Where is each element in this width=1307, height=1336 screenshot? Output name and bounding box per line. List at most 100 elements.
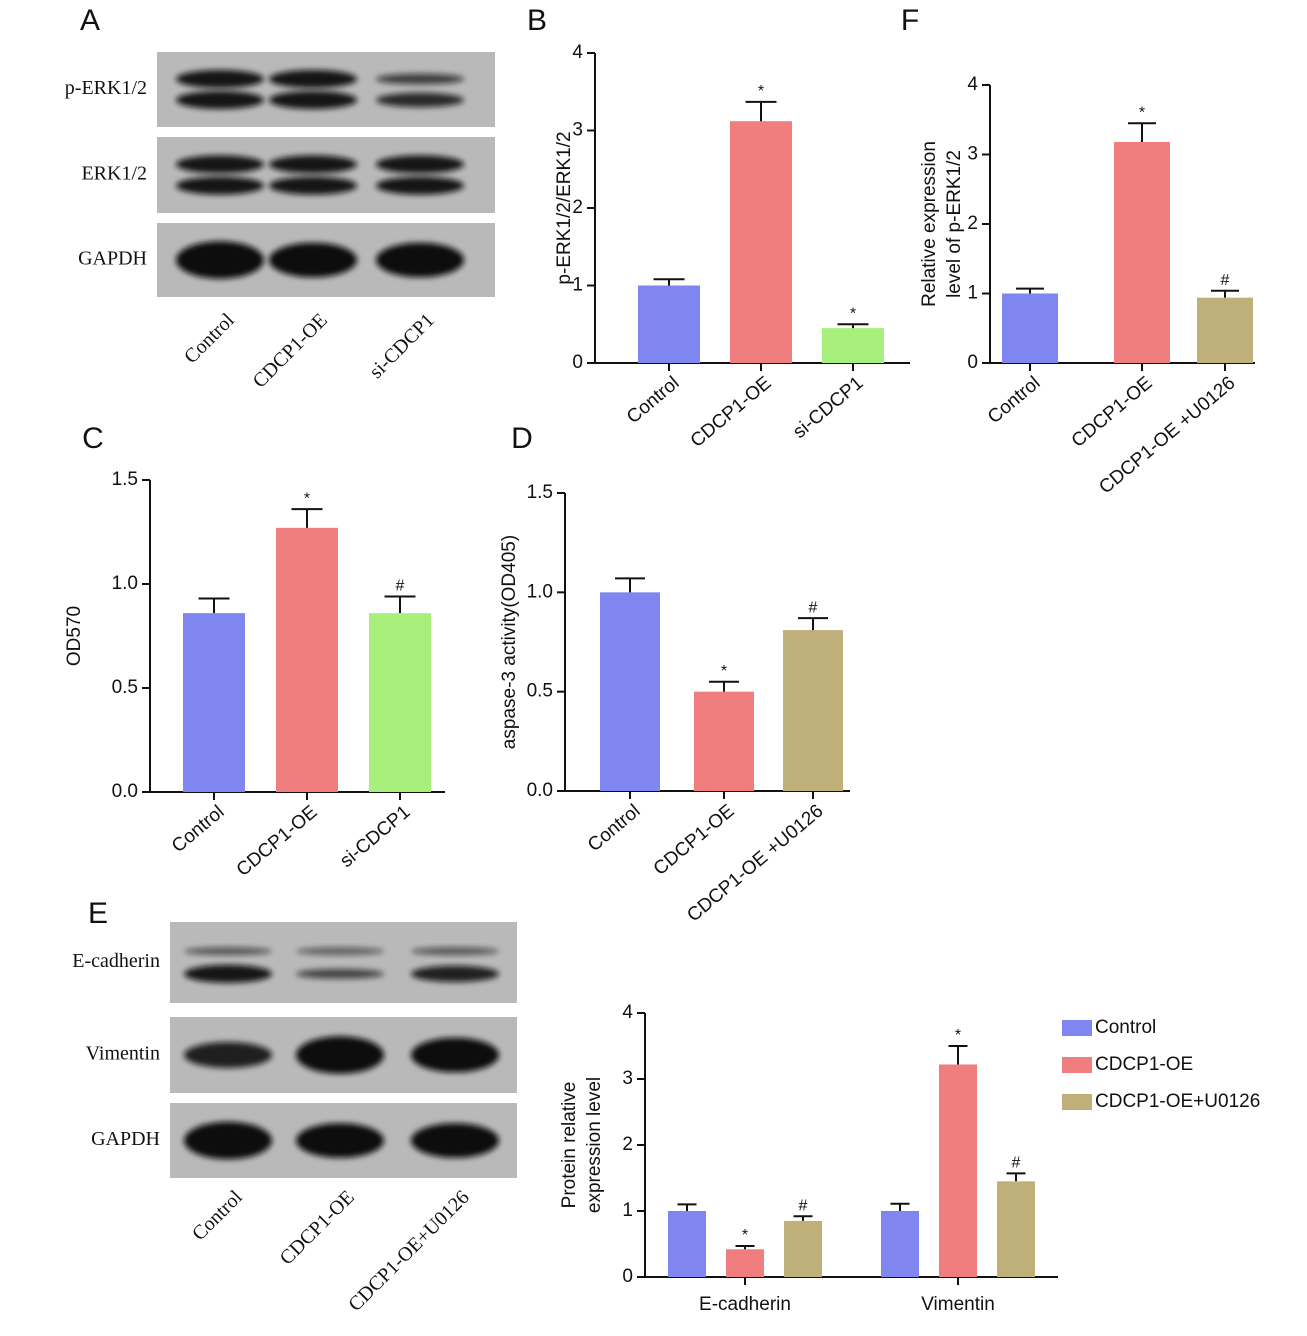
- panel-letter: A: [80, 4, 100, 37]
- y-axis-label: aspase-3 activity(OD405): [499, 535, 520, 749]
- significance-mark: #: [1012, 1155, 1021, 1172]
- significance-mark: #: [1221, 272, 1230, 289]
- bar: [822, 328, 884, 363]
- y-axis-label: Relative expression: [919, 141, 940, 307]
- blot-row-label: p-ERK1/2: [65, 77, 147, 99]
- bar: [668, 1211, 706, 1277]
- panel-letter: D: [511, 422, 533, 455]
- error-bar: [1128, 122, 1156, 142]
- blot-strip: [157, 137, 495, 213]
- y-tick-label: 0.5: [527, 681, 553, 702]
- blot-band: [184, 947, 272, 956]
- y-tick-label: 1.5: [112, 469, 138, 490]
- blot-strip: [157, 52, 495, 127]
- y-tick-label: 4: [967, 74, 978, 95]
- legend-swatch: [1062, 1094, 1092, 1110]
- bar: [783, 630, 843, 791]
- error-bar: [291, 508, 323, 528]
- y-axis-label: p-ERK1/2/ERK1/2: [554, 131, 575, 284]
- x-tick-label: CDCP1-OE +U0126: [1095, 373, 1239, 499]
- blot-band: [296, 947, 384, 956]
- blot-band: [376, 92, 464, 108]
- significance-mark: *: [955, 1027, 961, 1044]
- blot-band: [296, 968, 384, 979]
- x-tick-label: E-cadherin: [699, 1294, 791, 1315]
- x-tick-label: Control: [168, 802, 228, 857]
- y-tick-label: 1.0: [527, 581, 553, 602]
- significance-mark: #: [799, 1197, 808, 1214]
- x-tick-label: Vimentin: [921, 1294, 995, 1315]
- y-tick-label: 4: [622, 1002, 633, 1023]
- error-bar: [948, 1045, 968, 1065]
- panel-letter: F: [901, 4, 919, 37]
- y-tick-label: 3: [572, 120, 583, 141]
- bar: [638, 285, 700, 363]
- y-tick-label: 2: [572, 197, 583, 218]
- x-tick-label: CDCP1-OE: [687, 373, 776, 452]
- error-bar: [677, 1203, 697, 1211]
- legend-label: CDCP1-OE+U0126: [1095, 1091, 1260, 1112]
- blot-band: [411, 1123, 499, 1158]
- blot-band: [269, 91, 357, 109]
- error-bar: [615, 577, 645, 593]
- significance-mark: *: [850, 305, 856, 322]
- error-bar: [1006, 1172, 1026, 1182]
- error-bar: [890, 1202, 910, 1211]
- y-tick-label: 1.5: [527, 482, 553, 503]
- blot-band: [176, 155, 264, 174]
- x-tick-label: Control: [623, 373, 683, 428]
- y-tick-label: 0.0: [527, 780, 553, 801]
- significance-mark: #: [809, 599, 818, 616]
- blot-band: [376, 155, 464, 174]
- x-tick-label: Control: [984, 373, 1044, 428]
- error-bar: [837, 323, 869, 329]
- y-tick-label: 1.0: [112, 573, 138, 594]
- blot-band: [269, 70, 357, 88]
- blot-band: [296, 1123, 384, 1158]
- blot-band: [184, 1121, 272, 1160]
- blot-band: [176, 70, 264, 88]
- error-bar: [653, 278, 685, 286]
- error-bar: [793, 1215, 813, 1221]
- blot-band: [411, 947, 499, 956]
- bar: [369, 613, 431, 792]
- significance-mark: *: [758, 83, 764, 100]
- panel-letter: E: [88, 897, 108, 930]
- blot-band: [176, 241, 264, 279]
- blot-row-label: GAPDH: [78, 248, 147, 270]
- y-tick-label: 1: [622, 1200, 633, 1221]
- y-tick-label: 2: [622, 1134, 633, 1155]
- y-axis-label: Protein relative: [559, 1082, 580, 1209]
- y-tick-label: 0.5: [112, 677, 138, 698]
- blot-lane-label: CDCP1-OE+U0126: [344, 1186, 474, 1316]
- significance-mark: *: [304, 490, 310, 507]
- error-bar: [709, 680, 739, 692]
- y-tick-label: 0: [572, 352, 583, 373]
- x-tick-label: si-CDCP1: [336, 802, 414, 872]
- bar: [1197, 297, 1253, 363]
- y-tick-label: 2: [967, 213, 978, 234]
- y-tick-label: 0: [622, 1266, 633, 1287]
- blot-band: [184, 1042, 272, 1068]
- blot-band: [411, 1037, 499, 1073]
- blot-lane-label: si-CDCP1: [365, 309, 439, 383]
- x-tick-label: CDCP1-OE: [1068, 373, 1157, 452]
- blot-lane-label: Control: [188, 1186, 247, 1245]
- legend-swatch: [1062, 1057, 1092, 1073]
- blot-lane-label: CDCP1-OE: [276, 1186, 359, 1269]
- bar: [1114, 141, 1170, 363]
- error-bar: [198, 597, 230, 614]
- bar: [600, 592, 660, 791]
- y-axis-label: level of p-ERK1/2: [944, 150, 965, 298]
- blot-band: [176, 91, 264, 109]
- bar: [694, 691, 754, 791]
- y-tick-label: 1: [572, 275, 583, 296]
- y-tick-label: 3: [622, 1068, 633, 1089]
- error-bar: [1211, 289, 1239, 298]
- bar: [183, 613, 245, 792]
- x-tick-label: CDCP1-OE: [650, 801, 739, 880]
- legend-label: CDCP1-OE: [1095, 1054, 1193, 1075]
- blot-band: [296, 1036, 384, 1074]
- y-tick-label: 1: [967, 283, 978, 304]
